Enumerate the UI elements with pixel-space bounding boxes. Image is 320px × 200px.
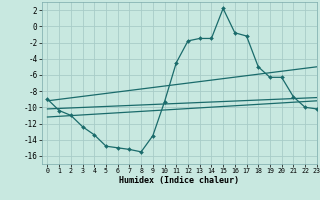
X-axis label: Humidex (Indice chaleur): Humidex (Indice chaleur) bbox=[119, 176, 239, 185]
